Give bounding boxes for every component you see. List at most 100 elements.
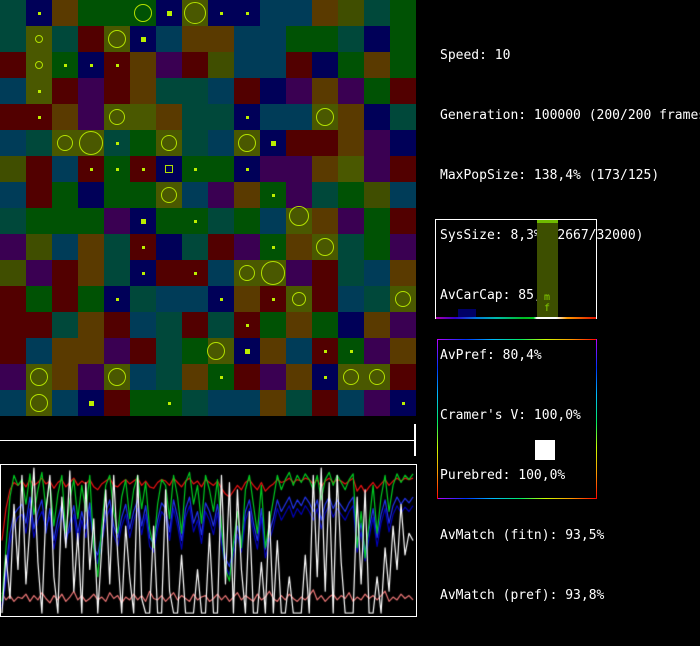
grid-cell	[156, 78, 182, 104]
grid-cell	[78, 364, 104, 390]
agent-circle	[109, 109, 125, 125]
grid-cell	[0, 338, 26, 364]
grid-cell	[156, 364, 182, 390]
grid-cell	[208, 234, 234, 260]
grid-cell	[0, 52, 26, 78]
agent-circle	[35, 35, 43, 43]
grid-cell	[182, 364, 208, 390]
bar-label: m f	[543, 292, 552, 314]
grid-cell	[234, 52, 260, 78]
grid-cell	[390, 104, 416, 130]
stat-avpref: AvPref: 80,4%	[440, 348, 542, 363]
grid-cell	[338, 286, 364, 312]
grid-cell	[286, 156, 312, 182]
grid-cell	[0, 312, 26, 338]
grid-cell	[52, 208, 78, 234]
grid-cell	[0, 234, 26, 260]
grid-cell	[234, 78, 260, 104]
grid-cell	[338, 390, 364, 416]
grid-cell	[104, 78, 130, 104]
agent-dot	[271, 141, 276, 146]
world-grid[interactable]	[0, 0, 416, 416]
grid-cell	[364, 78, 390, 104]
grid-cell	[0, 104, 26, 130]
grid-cell	[260, 104, 286, 130]
grid-cell	[130, 130, 156, 156]
agent-dot	[142, 168, 145, 171]
grid-cell	[52, 156, 78, 182]
agent-dot	[402, 402, 405, 405]
grid-cell	[78, 104, 104, 130]
phase-border-right	[596, 339, 597, 499]
grid-cell	[312, 286, 338, 312]
grid-cell	[156, 104, 182, 130]
grid-cell	[78, 234, 104, 260]
grid-cell	[182, 390, 208, 416]
grid-cell	[364, 130, 390, 156]
agent-dot	[194, 272, 197, 275]
grid-cell	[130, 182, 156, 208]
agent-dot	[141, 219, 146, 224]
sex-histogram-box: m f	[435, 219, 597, 319]
agent-circle	[108, 368, 126, 386]
grid-cell	[0, 208, 26, 234]
agent-circle	[35, 61, 43, 69]
agent-dot	[194, 168, 197, 171]
grid-cell	[390, 130, 416, 156]
histogram-bar: m f	[537, 220, 558, 317]
grid-cell	[26, 234, 52, 260]
grid-cell	[208, 208, 234, 234]
grid-cell	[52, 182, 78, 208]
grid-cell	[208, 52, 234, 78]
grid-cell	[130, 364, 156, 390]
agent-dot	[38, 12, 41, 15]
agent-circle	[343, 369, 359, 385]
grid-cell	[52, 0, 78, 26]
grid-cell	[78, 312, 104, 338]
grid-cell	[234, 364, 260, 390]
grid-cell	[104, 312, 130, 338]
grid-cell	[130, 338, 156, 364]
grid-cell	[52, 26, 78, 52]
agent-circle	[161, 135, 177, 151]
grid-cell	[78, 78, 104, 104]
histogram-bar-cap	[537, 220, 558, 223]
grid-cell	[0, 78, 26, 104]
phase-space-box	[437, 339, 597, 499]
grid-cell	[364, 312, 390, 338]
agent-dot	[90, 168, 93, 171]
grid-cell	[260, 52, 286, 78]
agent-square-marker	[165, 165, 173, 173]
timeline-track[interactable]	[0, 440, 415, 441]
grid-cell	[208, 130, 234, 156]
grid-cell	[156, 52, 182, 78]
grid-cell	[130, 390, 156, 416]
grid-cell	[390, 182, 416, 208]
agent-dot	[246, 116, 249, 119]
agent-dot	[272, 246, 275, 249]
grid-cell	[104, 208, 130, 234]
agent-circle	[238, 134, 256, 152]
grid-cell	[286, 0, 312, 26]
grid-cell	[78, 26, 104, 52]
grid-cell	[234, 234, 260, 260]
agent-circle	[30, 368, 48, 386]
phase-border-bottom	[437, 498, 597, 499]
agent-dot	[116, 298, 119, 301]
stat-avmatch-fitn: AvMatch (fitn): 93,5%	[440, 528, 605, 543]
grid-cell	[130, 52, 156, 78]
grid-cell	[0, 390, 26, 416]
agent-dot	[246, 12, 249, 15]
agent-dot	[272, 298, 275, 301]
grid-cell	[208, 312, 234, 338]
grid-cell	[52, 390, 78, 416]
grid-cell	[208, 104, 234, 130]
agent-circle	[289, 206, 309, 226]
grid-cell	[260, 26, 286, 52]
grid-cell	[156, 260, 182, 286]
timeline-handle[interactable]	[414, 424, 416, 456]
grid-cell	[364, 338, 390, 364]
grid-cell	[156, 156, 182, 182]
grid-cell	[104, 234, 130, 260]
